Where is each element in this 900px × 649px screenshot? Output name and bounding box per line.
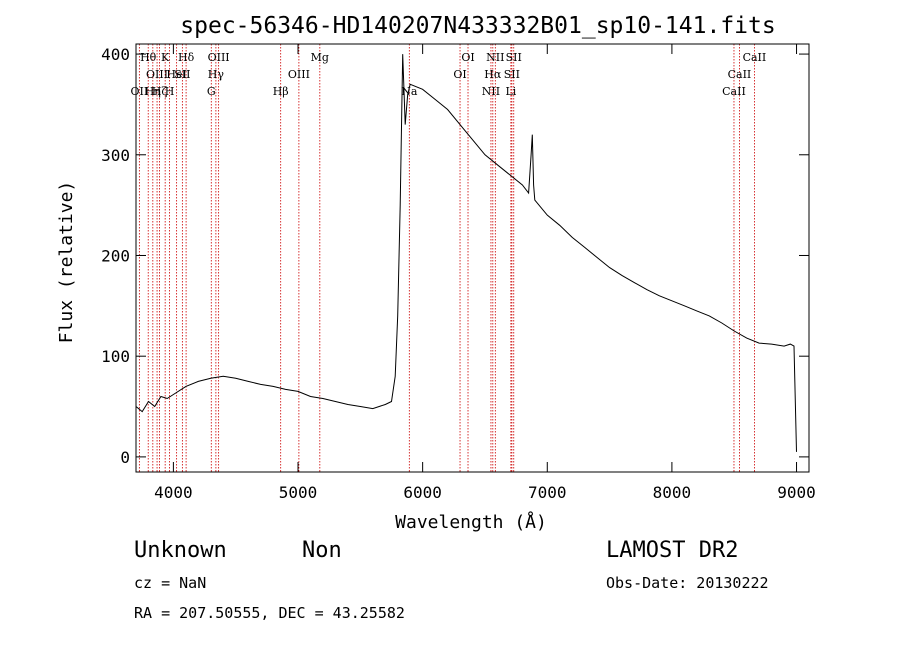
object-subclass: Non <box>302 538 342 563</box>
spectral-line-label: OIII <box>288 68 310 81</box>
spectral-line-label: Na <box>401 85 418 98</box>
x-tick-label: 9000 <box>777 483 816 502</box>
y-tick-label: 200 <box>101 246 130 265</box>
spectrum-line <box>135 54 797 452</box>
spectral-line-label: NII <box>486 51 504 64</box>
y-tick-label: 300 <box>101 146 130 165</box>
spectral-line-label: Hα <box>484 68 502 81</box>
chart-title: spec-56346-HD140207N433332B01_sp10-141.f… <box>180 13 775 39</box>
spectral-line-label: K <box>161 51 170 64</box>
x-tick-label: 5000 <box>279 483 318 502</box>
spectral-line-label: SII <box>504 68 520 81</box>
x-axis-label: Wavelength (Å) <box>395 511 547 533</box>
spectral-line-markers <box>138 44 755 472</box>
spectral-line-label: OIII <box>146 68 168 81</box>
y-axis-label: Flux (relative) <box>56 181 77 344</box>
spectral-line-label: OII <box>131 85 149 98</box>
x-axis-ticks: 4000 5000 6000 7000 8000 9000 <box>154 44 816 502</box>
spectral-line-label: SII <box>174 68 190 81</box>
y-axis-ticks: 0 100 200 300 400 <box>101 45 809 467</box>
spectral-line-label: Hθ <box>140 51 157 64</box>
x-tick-label: 7000 <box>528 483 567 502</box>
spectral-line-label: H <box>165 85 175 98</box>
y-tick-label: 100 <box>101 347 130 366</box>
spectral-line-labels: OIIHθHηOIIIHζKHHeISIIHδGHγOIIIHβOIIIMgNa… <box>131 51 767 98</box>
spectral-line-label: OIII <box>208 51 230 64</box>
x-tick-label: 8000 <box>653 483 692 502</box>
spectral-line-label: Hη <box>145 85 161 98</box>
observation-date: Obs-Date: 20130222 <box>606 574 769 592</box>
redshift-cz: cz = NaN <box>134 574 207 592</box>
spectral-line-label: NII <box>482 85 500 98</box>
spectral-line-label: Hδ <box>178 51 195 64</box>
spectral-line-label: Hζ <box>152 85 168 98</box>
plot-frame <box>135 43 810 473</box>
object-class: Unknown <box>134 538 227 563</box>
spectral-line-label: Li <box>505 85 516 98</box>
spectral-line-label: OI <box>461 51 474 64</box>
spectral-line-label: CaII <box>722 85 746 98</box>
survey-name: LAMOST DR2 <box>606 538 739 563</box>
spectral-line-label: Hβ <box>273 85 289 98</box>
y-tick-label: 400 <box>101 45 130 64</box>
y-tick-label: 0 <box>120 448 130 467</box>
spectral-line-label: HeI <box>166 68 186 81</box>
spectral-line-label: SII <box>506 51 522 64</box>
spectral-line-label: G <box>207 85 216 98</box>
x-tick-label: 4000 <box>154 483 193 502</box>
spectral-line-label: OI <box>453 68 466 81</box>
spectral-line-label: CaII <box>743 51 767 64</box>
spectral-line-label: Hγ <box>208 68 225 81</box>
ra-dec-coordinates: RA = 207.50555, DEC = 43.25582 <box>134 604 405 622</box>
spectral-line-label: Mg <box>311 51 329 64</box>
spectral-line-label: CaII <box>728 68 752 81</box>
x-tick-label: 6000 <box>403 483 442 502</box>
